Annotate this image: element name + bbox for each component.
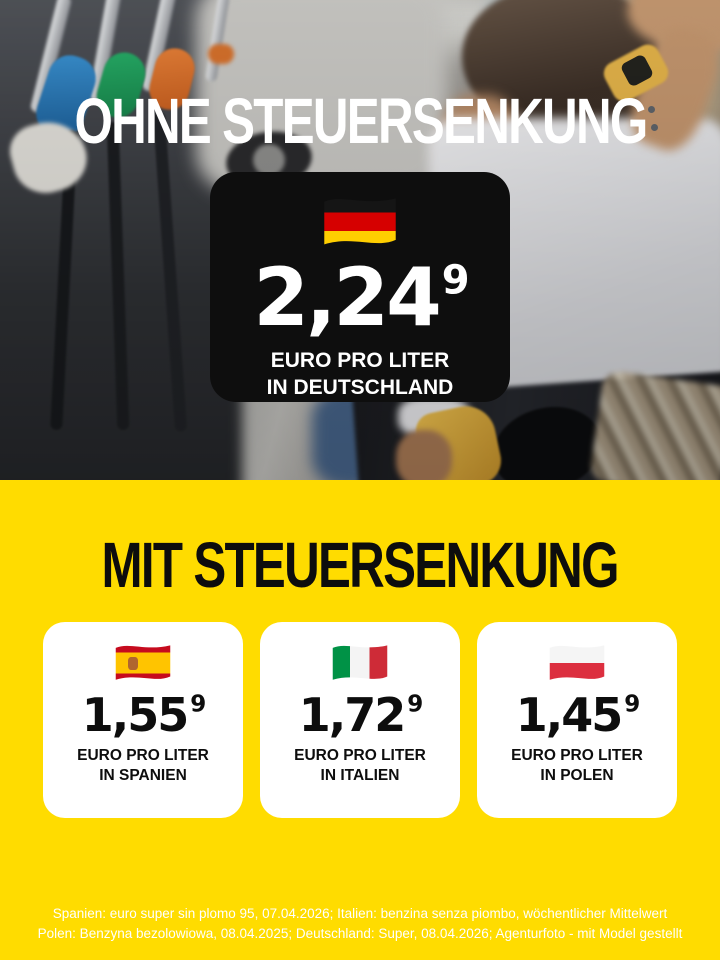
flag-italy-icon xyxy=(331,642,389,684)
flag-poland-icon xyxy=(548,642,606,684)
spain-price-card: 1,55 9 EURO PRO LITER IN SPANIEN xyxy=(43,622,243,818)
footnote-line2: Polen: Benzyna bezolowiowa, 08.04.2025; … xyxy=(37,925,683,941)
price-unit-label: EURO PRO LITER IN ITALIEN xyxy=(294,746,426,786)
germany-price-card: 2,24 9 EURO PRO LITER IN DEUTSCHLAND xyxy=(210,172,510,402)
footnote-line1: Spanien: euro super sin plomo 95, 07.04.… xyxy=(52,905,668,921)
price-superscript: 9 xyxy=(407,691,423,718)
price-unit-label: EURO PRO LITER IN POLEN xyxy=(511,746,643,786)
italy-price-card: 1,72 9 EURO PRO LITER IN ITALIEN xyxy=(260,622,460,818)
price-italy: 1,72 9 xyxy=(298,688,424,742)
source-footnote: Spanien: euro super sin plomo 95, 07.04.… xyxy=(0,904,720,945)
with-tax-cut-section: MIT STEUERSENKUNG 1,55 9 EURO PRO LITER … xyxy=(0,480,720,960)
shirt-button xyxy=(651,124,658,131)
price-germany: 2,24 9 xyxy=(253,251,470,344)
headline-without-tax-cut: OHNE STEUERSENKUNG xyxy=(0,86,720,158)
price-superscript: 9 xyxy=(441,257,470,304)
price-superscript: 9 xyxy=(624,691,640,718)
flag-germany-icon xyxy=(322,194,398,250)
price-unit-label: EURO PRO LITER IN SPANIEN xyxy=(77,746,209,786)
hand-on-nozzle xyxy=(396,430,452,480)
price-value: 1,45 xyxy=(515,688,623,742)
price-poland: 1,45 9 xyxy=(515,688,641,742)
headline-with-tax-cut: MIT STEUERSENKUNG xyxy=(0,530,720,602)
price-value: 2,24 xyxy=(253,251,441,344)
unit-line2: IN SPANIEN xyxy=(99,766,187,784)
unit-line1: EURO PRO LITER xyxy=(77,747,209,764)
unit-line2: IN DEUTSCHLAND xyxy=(266,375,454,399)
unit-line2: IN POLEN xyxy=(540,766,614,784)
spain-emblem xyxy=(128,657,138,670)
unit-line1: EURO PRO LITER xyxy=(511,747,643,764)
country-cards-row: 1,55 9 EURO PRO LITER IN SPANIEN 1,72 9 … xyxy=(0,622,720,818)
shirt-button xyxy=(648,106,655,113)
price-value: 1,55 xyxy=(81,688,189,742)
unit-line2: IN ITALIEN xyxy=(320,766,400,784)
headline-text: OHNE STEUERSENKUNG xyxy=(73,85,648,158)
price-spain: 1,55 9 xyxy=(81,688,207,742)
price-unit-label: EURO PRO LITER IN DEUTSCHLAND xyxy=(267,348,454,402)
fuel-nozzle-far xyxy=(208,44,234,64)
price-superscript: 9 xyxy=(190,691,206,718)
poland-price-card: 1,45 9 EURO PRO LITER IN POLEN xyxy=(477,622,677,818)
price-value: 1,72 xyxy=(298,688,406,742)
headline-text: MIT STEUERSENKUNG xyxy=(101,529,620,602)
unit-line1: EURO PRO LITER xyxy=(294,747,426,764)
unit-line1: EURO PRO LITER xyxy=(270,349,450,372)
flag-spain-icon xyxy=(114,642,172,684)
